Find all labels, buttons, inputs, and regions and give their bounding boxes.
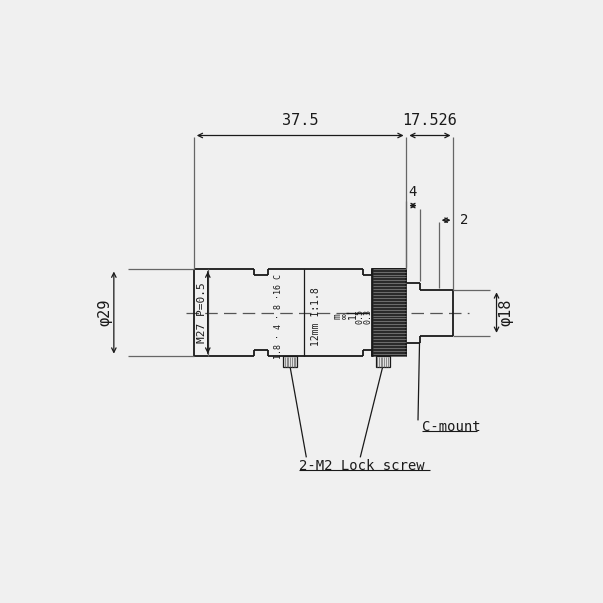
Text: C-mount: C-mount — [422, 420, 481, 434]
Text: 37.5: 37.5 — [282, 113, 318, 128]
Text: 1: 1 — [347, 314, 358, 320]
Text: 2-M2 Lock screw: 2-M2 Lock screw — [298, 459, 425, 473]
Text: ∞: ∞ — [340, 314, 350, 320]
Text: M27 P=0.5: M27 P=0.5 — [197, 282, 207, 343]
Text: 12mm 1:1.8: 12mm 1:1.8 — [311, 287, 321, 346]
Text: φ29: φ29 — [97, 299, 112, 326]
Bar — [376, 356, 390, 367]
Text: m: m — [332, 314, 342, 320]
Bar — [372, 269, 406, 356]
Text: 17.526: 17.526 — [403, 113, 457, 128]
Bar — [283, 356, 297, 367]
Text: 0.5: 0.5 — [356, 309, 365, 324]
Text: φ18: φ18 — [498, 299, 513, 326]
Text: 0.3: 0.3 — [364, 309, 373, 324]
Text: 1.8 · 4 · 8 ·16 C: 1.8 · 4 · 8 ·16 C — [274, 274, 283, 359]
Text: 2: 2 — [459, 213, 468, 227]
Text: 4: 4 — [409, 185, 417, 200]
